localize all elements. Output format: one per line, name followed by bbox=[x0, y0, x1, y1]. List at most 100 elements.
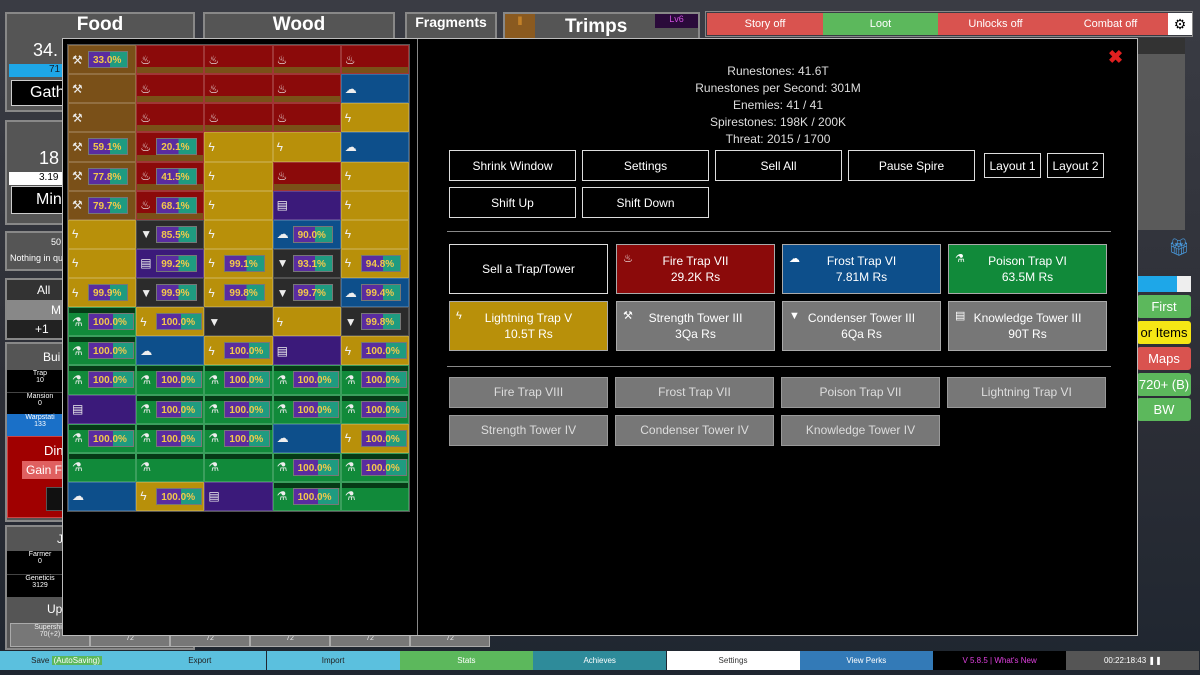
spire-cell[interactable]: ♨ 68.1% bbox=[136, 190, 205, 220]
spire-cell[interactable]: ♨ bbox=[204, 103, 273, 133]
toggle-story[interactable]: Story off bbox=[707, 13, 823, 35]
spire-cell[interactable]: ☁ 99.4% bbox=[340, 278, 409, 308]
spire-cell[interactable]: ⚒ bbox=[68, 74, 137, 104]
spire-cell[interactable]: ϟ bbox=[272, 307, 341, 337]
spire-cell[interactable]: ♨ bbox=[272, 45, 341, 75]
spire-cell[interactable]: ⚗ 100.0% bbox=[68, 423, 137, 453]
spire-cell[interactable]: ♨ bbox=[340, 45, 409, 75]
spire-cell[interactable]: ♨ bbox=[272, 103, 341, 133]
spire-cell[interactable]: ♨ bbox=[136, 103, 205, 133]
bottom-import-button[interactable]: Import bbox=[266, 651, 400, 670]
spire-cell[interactable]: ⚗ 100.0% bbox=[68, 365, 137, 395]
spire-cell[interactable]: ϟ 100.0% bbox=[204, 336, 273, 366]
spire-cell[interactable]: ☁ bbox=[340, 132, 409, 162]
build-poison-trap-vi-button[interactable]: ⚗ Poison Trap VI 63.5M Rs bbox=[948, 244, 1107, 294]
locked-upgrade-button[interactable]: Fire Trap VIII bbox=[449, 377, 608, 408]
spire-cell[interactable]: ⚗ 100.0% bbox=[204, 365, 273, 395]
shrink-window-button[interactable]: Shrink Window bbox=[449, 150, 576, 181]
first-button[interactable]: First bbox=[1137, 295, 1191, 318]
bottom-stats-button[interactable]: Stats bbox=[399, 651, 533, 670]
spire-cell[interactable]: ▤ bbox=[68, 394, 137, 424]
spire-cell[interactable]: ϟ bbox=[340, 219, 409, 249]
spire-cell[interactable]: ⚗ 100.0% bbox=[136, 394, 205, 424]
locked-upgrade-button[interactable]: Strength Tower IV bbox=[449, 415, 608, 446]
settings-button[interactable]: Settings bbox=[582, 150, 709, 181]
items-button[interactable]: or Items bbox=[1137, 321, 1191, 344]
gear-icon[interactable]: ⚙ bbox=[1168, 13, 1192, 35]
spire-cell[interactable]: ϟ bbox=[204, 219, 273, 249]
spire-cell[interactable]: ⚗ 100.0% bbox=[272, 481, 341, 511]
locked-upgrade-button[interactable]: Condenser Tower IV bbox=[615, 415, 774, 446]
spire-cell[interactable]: ⚒ bbox=[68, 103, 137, 133]
spire-cell[interactable]: ⚗ 100.0% bbox=[340, 452, 409, 482]
spire-cell[interactable]: ⚗ 100.0% bbox=[272, 452, 341, 482]
spire-cell[interactable]: ♨ bbox=[272, 161, 341, 191]
spire-cell[interactable]: ♨ 41.5% bbox=[136, 161, 205, 191]
spire-cell[interactable]: ϟ bbox=[340, 190, 409, 220]
spire-cell[interactable]: ⚗ 100.0% bbox=[204, 394, 273, 424]
spire-cell[interactable]: ⚗ 100.0% bbox=[68, 307, 137, 337]
spire-cell[interactable]: ⚗ 100.0% bbox=[340, 365, 409, 395]
spire-cell[interactable]: ♨ bbox=[136, 74, 205, 104]
sell-trap-button[interactable]: Sell a Trap/Tower bbox=[449, 244, 608, 294]
spire-cell[interactable]: ☁ bbox=[68, 481, 137, 511]
build-fire-trap-vii-button[interactable]: ♨ Fire Trap VII 29.2K Rs bbox=[616, 244, 775, 294]
spire-cell[interactable]: ϟ bbox=[68, 219, 137, 249]
level-badge[interactable]: Lv6 bbox=[655, 14, 698, 28]
spire-cell[interactable]: ⚗ 100.0% bbox=[136, 423, 205, 453]
build-lightning-trap-v-button[interactable]: ϟ Lightning Trap V 10.5T Rs bbox=[449, 301, 608, 351]
spire-cell[interactable]: ϟ 94.8% bbox=[340, 248, 409, 278]
toggle-unlocks[interactable]: Unlocks off bbox=[938, 13, 1053, 35]
spire-cell[interactable]: ⚗ 100.0% bbox=[272, 394, 341, 424]
toggle-loot[interactable]: Loot bbox=[823, 13, 938, 35]
spire-cell[interactable]: ▤ bbox=[272, 336, 341, 366]
spire-cell[interactable]: ϟ bbox=[340, 103, 409, 133]
spire-cell[interactable]: ☁ bbox=[340, 74, 409, 104]
spire-cell[interactable]: ♨ bbox=[204, 45, 273, 75]
spire-cell[interactable]: ϟ bbox=[272, 132, 341, 162]
spire-cell[interactable]: ϟ bbox=[68, 248, 137, 278]
build-strength-tower-iii-button[interactable]: ⚒ Strength Tower III 3Qa Rs bbox=[616, 301, 775, 351]
spire-cell[interactable]: ☁ bbox=[136, 336, 205, 366]
spire-cell[interactable]: ▼ 99.7% bbox=[272, 278, 341, 308]
pause-spire-button[interactable]: Pause Spire bbox=[848, 150, 975, 181]
sell-all-button[interactable]: Sell All bbox=[715, 150, 842, 181]
toggle-combat[interactable]: Combat off bbox=[1053, 13, 1168, 35]
spire-cell[interactable]: ⚗ 100.0% bbox=[204, 423, 273, 453]
spire-cell[interactable]: ϟ 99.1% bbox=[204, 248, 273, 278]
spire-cell[interactable]: ☁ bbox=[272, 423, 341, 453]
spire-cell[interactable]: ♨ 20.1% bbox=[136, 132, 205, 162]
locked-upgrade-button[interactable]: Frost Trap VII bbox=[615, 377, 774, 408]
spire-cell[interactable]: ⚒ 33.0% bbox=[68, 45, 137, 75]
spire-cell[interactable]: ⚗ 100.0% bbox=[136, 365, 205, 395]
bw-button[interactable]: BW bbox=[1137, 398, 1191, 421]
gift-icon[interactable]: 🎁︎ bbox=[1168, 238, 1190, 257]
layout-1-button[interactable]: Layout 1 bbox=[984, 153, 1041, 178]
spire-cell[interactable]: ⚒ 77.8% bbox=[68, 161, 137, 191]
spire-cell[interactable]: ϟ 100.0% bbox=[340, 423, 409, 453]
layout-2-button[interactable]: Layout 2 bbox=[1047, 153, 1104, 178]
zone-button[interactable]: 720+ (B) bbox=[1137, 373, 1191, 396]
spire-cell[interactable]: ϟ bbox=[204, 190, 273, 220]
locked-upgrade-button[interactable]: Poison Trap VII bbox=[781, 377, 940, 408]
spire-cell[interactable]: ϟ 100.0% bbox=[340, 336, 409, 366]
spire-cell[interactable]: ⚗ 100.0% bbox=[68, 336, 137, 366]
bottom-export-button[interactable]: Export bbox=[133, 651, 267, 670]
spire-cell[interactable]: ⚗ bbox=[68, 452, 137, 482]
bottom-view-perks-button[interactable]: View Perks bbox=[799, 651, 933, 670]
spire-cell[interactable]: ⚒ 79.7% bbox=[68, 190, 137, 220]
spire-cell[interactable]: ϟ 99.8% bbox=[204, 278, 273, 308]
spire-cell[interactable]: ♨ bbox=[204, 74, 273, 104]
spire-cell[interactable]: ♨ bbox=[272, 74, 341, 104]
spire-cell[interactable]: ▤ 99.2% bbox=[136, 248, 205, 278]
bottom-00-22-18-43--button[interactable]: 00:22:18:43 ❚❚ bbox=[1066, 651, 1200, 670]
spire-cell[interactable]: ϟ 99.9% bbox=[68, 278, 137, 308]
spire-cell[interactable]: ▼ 85.5% bbox=[136, 219, 205, 249]
build-condenser-tower-iii-button[interactable]: ▼ Condenser Tower III 6Qa Rs bbox=[782, 301, 941, 351]
spire-cell[interactable]: ⚒ 59.1% bbox=[68, 132, 137, 162]
locked-upgrade-button[interactable]: Lightning Trap VI bbox=[947, 377, 1106, 408]
bottom-v-5-8-5-what-s-new-button[interactable]: V 5.8.5 | What's New bbox=[933, 651, 1067, 670]
spire-cell[interactable]: ☁ 90.0% bbox=[272, 219, 341, 249]
shift-down-button[interactable]: Shift Down bbox=[582, 187, 709, 218]
build-frost-trap-vi-button[interactable]: ☁ Frost Trap VI 7.81M Rs bbox=[782, 244, 941, 294]
